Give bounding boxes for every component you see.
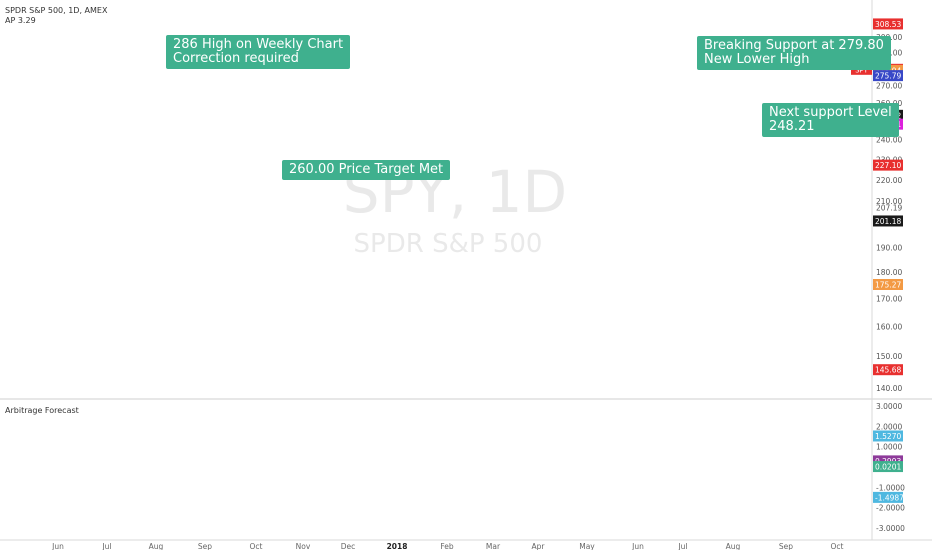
oscillator-badge-bg (873, 491, 903, 503)
time-tick-label: Jul (101, 542, 111, 550)
price-badge: 201.18 (875, 217, 901, 226)
time-tick-label: Oct (250, 542, 263, 550)
price-badge: 275.79 (875, 72, 901, 81)
time-tick-label: Oct (831, 542, 844, 550)
plot-area (0, 0, 872, 540)
time-tick-label: Aug (149, 542, 164, 550)
price-tick-label: 240.00 (876, 136, 902, 145)
oscillator-badge-bg (873, 461, 903, 473)
price-tick-label: 207.19 (876, 203, 902, 212)
price-tick-label: 210.00 (876, 197, 902, 206)
time-tick-label: Feb (440, 542, 454, 550)
price-badge: 145.68 (875, 366, 901, 375)
indicator-label: AP 3.29 (5, 16, 36, 25)
price-badge-tag: SPY (855, 66, 869, 74)
price-tick-label: 180.00 (876, 268, 902, 277)
price-badge-bg (873, 70, 903, 82)
time-tick-label: Jun (631, 542, 644, 550)
price-badge: 308.53 (875, 20, 901, 29)
price-tick-label: 220.00 (876, 176, 902, 185)
time-tick-label: Sep (779, 542, 793, 550)
time-tick-label: Nov (296, 542, 311, 550)
price-tick-label: 140.00 (876, 384, 902, 393)
oscillator-tick-label: 2.0000 (876, 422, 902, 431)
price-tick-label: 170.00 (876, 295, 902, 304)
price-badge-bg (873, 364, 903, 376)
oscillator-tick-label: -2.0000 (876, 504, 905, 513)
time-tick-label: Apr (532, 542, 546, 550)
callout-weekly-high: 286 High on Weekly Chart Correction requ… (166, 35, 351, 69)
oscillator-badge-bg (873, 455, 903, 467)
oscillator-tick-label: -1.0000 (876, 483, 905, 492)
time-tick-label: Aug (726, 542, 741, 550)
oscillator-tick-label: -3.0000 (876, 524, 905, 533)
time-tick-label: Jun (51, 542, 64, 550)
time-tick-label: Dec (341, 542, 356, 550)
oscillator-tick-label: 1.0000 (876, 443, 902, 452)
chart-symbol-title: SPDR S&P 500, 1D, AMEX (5, 6, 108, 15)
price-badge: 175.27 (875, 280, 901, 289)
price-badge-bg (873, 215, 903, 227)
callout-target-met: 260.00 Price Target Met (282, 160, 451, 180)
time-tick-label: May (579, 542, 595, 550)
watermark-name: SPDR S&P 500 (354, 229, 543, 259)
price-tick-label: 270.00 (876, 81, 902, 90)
time-tick-label: Sep (198, 542, 212, 550)
time-tick-label: Mar (486, 542, 501, 550)
price-tick-label: 160.00 (876, 323, 902, 332)
oscillator-tick-label: 3.0000 (876, 402, 902, 411)
lower-panel-title: Arbitrage Forecast (5, 406, 79, 415)
price-badge-bg (873, 278, 903, 290)
price-tick-label: 150.00 (876, 352, 902, 361)
oscillator-badge: 0.0201 (875, 463, 901, 472)
price-badge-bg (873, 18, 903, 30)
oscillator-badge: 1.5270 (875, 432, 901, 441)
time-tick-label: Jul (677, 542, 687, 550)
price-tick-label: 190.00 (876, 243, 902, 252)
callout-breaking-support: Breaking Support at 279.80 New Lower Hig… (697, 36, 891, 70)
price-badge: 227.10 (875, 161, 901, 170)
price-badge-bg (873, 159, 903, 171)
callout-next-support: Next support Level 248.21 (762, 103, 899, 137)
time-tick-label: 2018 (387, 542, 408, 550)
oscillator-badge-bg (873, 430, 903, 442)
oscillator-badge: -1.4987 (875, 493, 904, 502)
